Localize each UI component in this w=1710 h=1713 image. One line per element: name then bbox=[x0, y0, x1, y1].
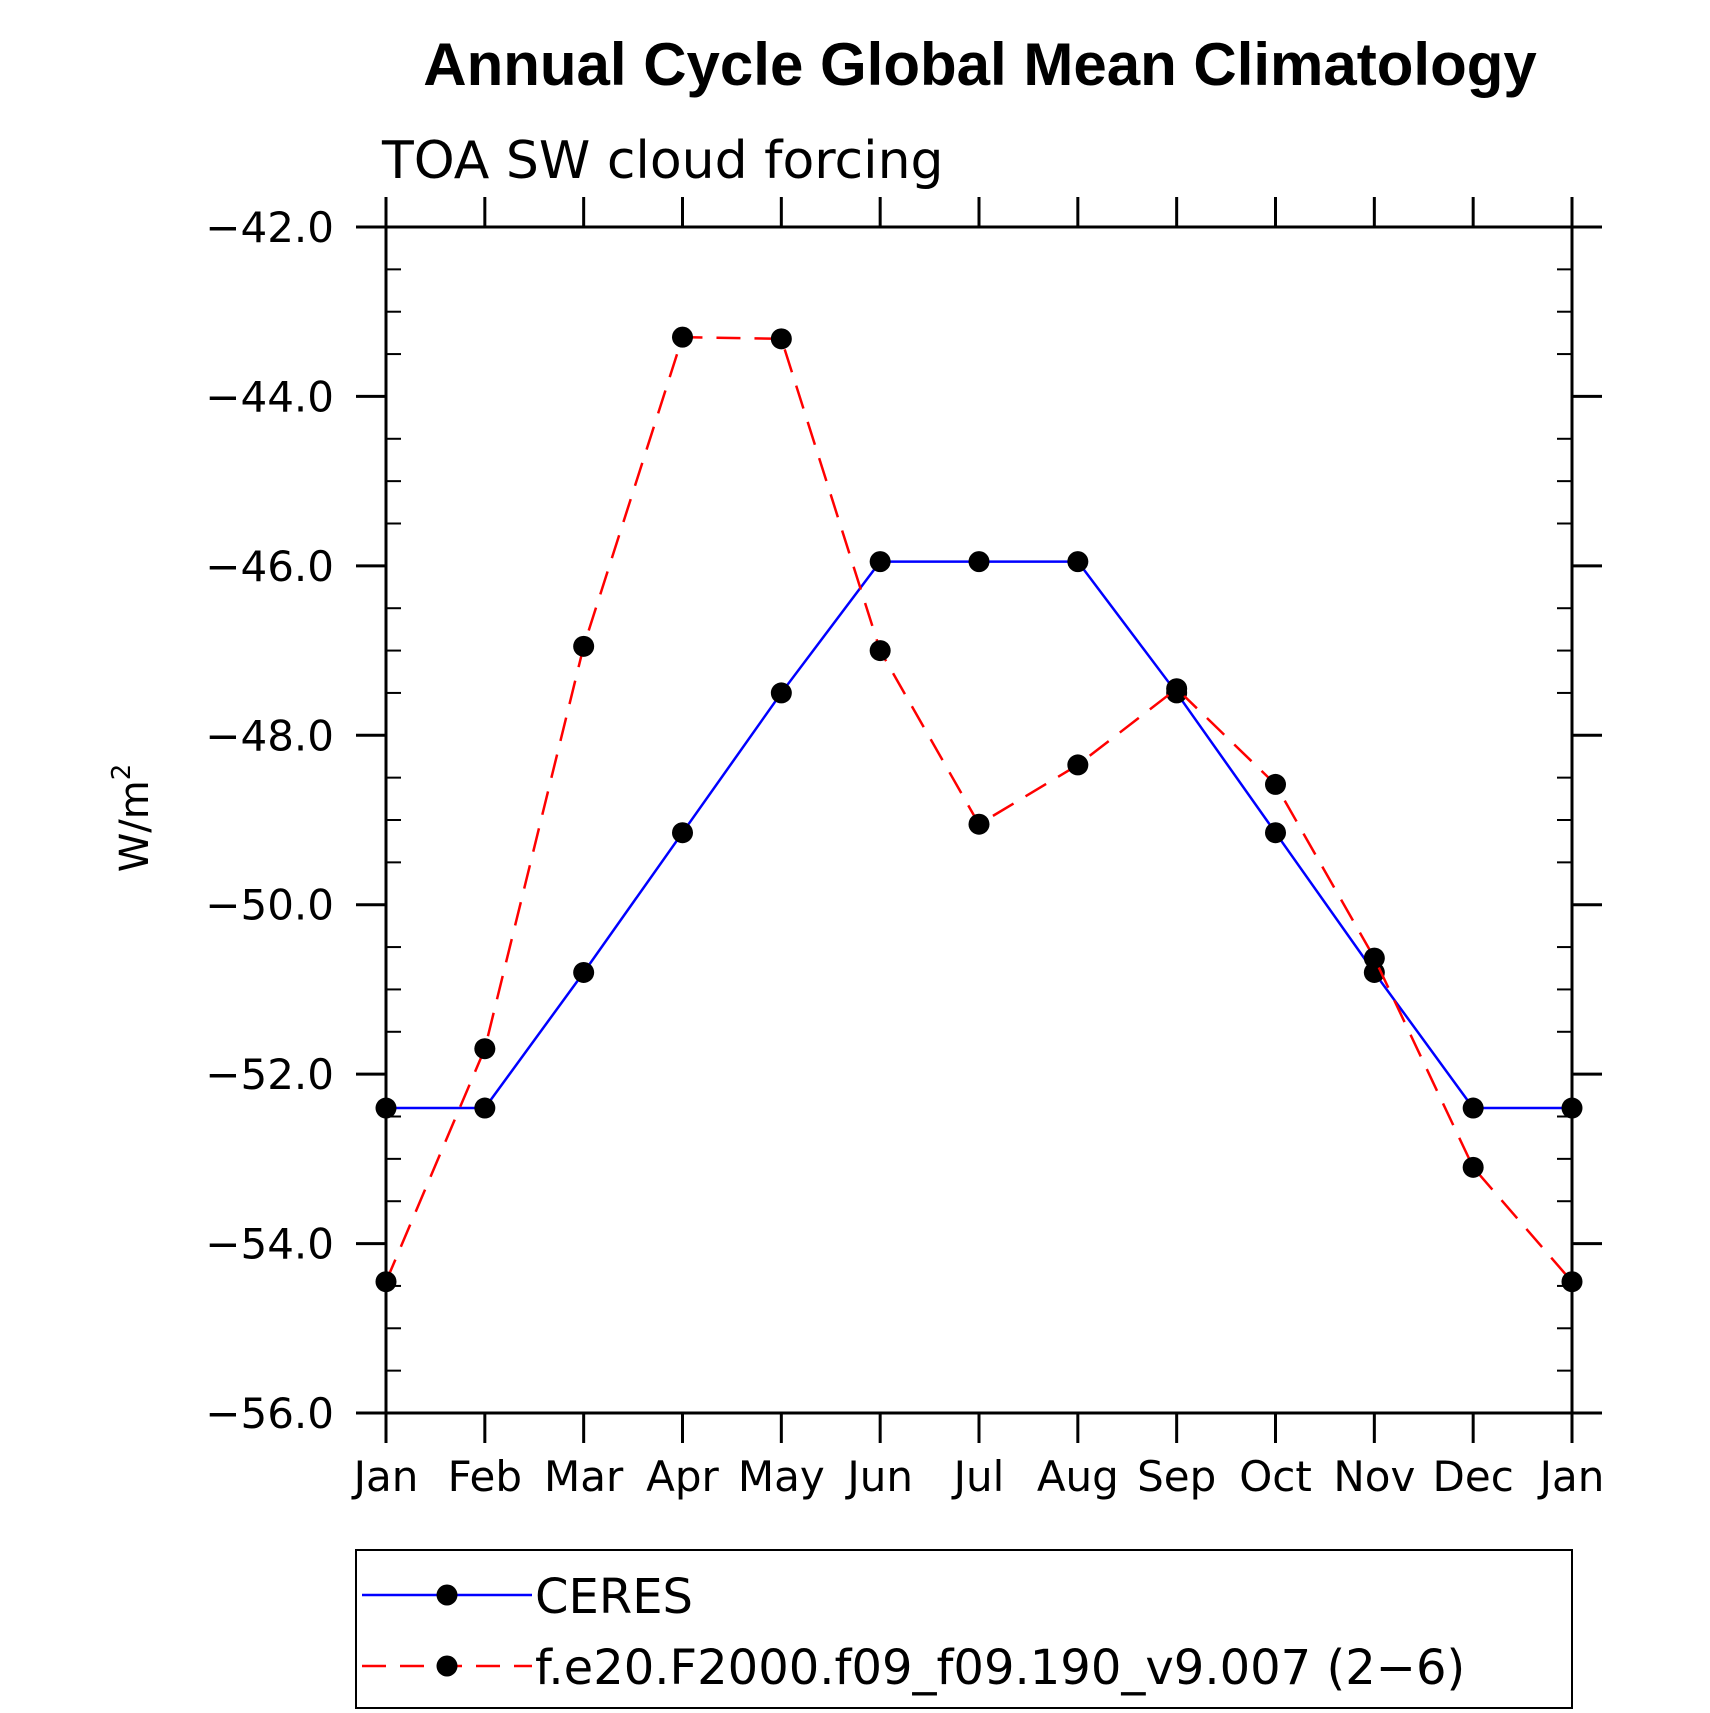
data-point-0 bbox=[1067, 551, 1089, 573]
x-tick-label: Jan bbox=[351, 1452, 419, 1501]
data-point-1 bbox=[375, 1271, 397, 1293]
data-point-0 bbox=[1265, 822, 1286, 844]
plot-axes: Jan Feb Mar Apr May Jun Jul Aug Sep Oct Nov Dec Jan−… bbox=[205, 197, 1604, 1501]
legend-label-0: CERES bbox=[535, 1569, 693, 1625]
data-point-1 bbox=[869, 640, 891, 662]
data-point-1 bbox=[1462, 1156, 1484, 1178]
x-tick-label: Jan bbox=[1537, 1452, 1605, 1501]
data-point-1 bbox=[1265, 773, 1286, 795]
y-tick-label: −50.0 bbox=[205, 881, 334, 930]
y-tick-label: −42.0 bbox=[205, 203, 334, 252]
data-point-0 bbox=[573, 961, 595, 983]
data-point-1 bbox=[672, 326, 693, 348]
data-point-1 bbox=[770, 328, 792, 350]
data-point-0 bbox=[770, 682, 792, 704]
y-axis-label-superscript: 2 bbox=[107, 764, 137, 781]
x-tick-label: Mar bbox=[544, 1452, 624, 1501]
y-tick-label: −46.0 bbox=[205, 542, 334, 591]
x-tick-label: Dec bbox=[1433, 1452, 1514, 1501]
y-tick-label: −54.0 bbox=[205, 1220, 334, 1269]
series-0 bbox=[375, 551, 1583, 1119]
data-point-1 bbox=[474, 1038, 496, 1060]
data-point-1 bbox=[573, 635, 595, 657]
x-tick-label: Jul bbox=[951, 1452, 1005, 1501]
series-line-1 bbox=[384, 335, 1573, 1283]
legend-marker-1 bbox=[436, 1655, 458, 1677]
legend: CERES f.e20.F2000.f09_f09.190_v9.007 (2−6… bbox=[355, 1549, 1573, 1709]
x-tick-label: Apr bbox=[646, 1452, 719, 1501]
data-point-0 bbox=[474, 1097, 496, 1119]
x-tick-label: Jun bbox=[844, 1452, 913, 1501]
chart-title: Annual Cycle Global Mean Climatology bbox=[423, 31, 1537, 98]
data-point-0 bbox=[869, 551, 891, 573]
legend-marker-0 bbox=[436, 1584, 458, 1606]
x-tick-label: Nov bbox=[1333, 1452, 1415, 1501]
data-point-0 bbox=[968, 551, 990, 573]
y-tick-label: −44.0 bbox=[205, 372, 334, 421]
legend-label-1: f.e20.F2000.f09_f09.190_v9.007 (2−6) bbox=[535, 1640, 1465, 1696]
data-point-1 bbox=[968, 813, 990, 835]
x-tick-label: May bbox=[738, 1452, 825, 1501]
data-point-1 bbox=[1561, 1271, 1583, 1293]
data-point-1 bbox=[1363, 947, 1385, 969]
legend-box bbox=[355, 1549, 1573, 1709]
series-1 bbox=[375, 326, 1583, 1293]
series-line-0 bbox=[386, 560, 1572, 1110]
x-tick-label: Oct bbox=[1239, 1452, 1312, 1501]
data-point-0 bbox=[672, 822, 693, 844]
data-point-1 bbox=[1067, 754, 1089, 776]
x-tick-label: Sep bbox=[1137, 1452, 1216, 1501]
data-point-1 bbox=[1166, 678, 1188, 700]
y-tick-label: −52.0 bbox=[205, 1050, 334, 1099]
data-point-0 bbox=[1561, 1097, 1583, 1119]
x-tick-label: Feb bbox=[448, 1452, 522, 1501]
y-axis-label: W/m2 bbox=[107, 764, 158, 873]
y-tick-label: −56.0 bbox=[205, 1389, 334, 1438]
data-point-0 bbox=[1462, 1097, 1484, 1119]
data-point-0 bbox=[375, 1097, 397, 1119]
series-layer bbox=[375, 326, 1583, 1293]
x-tick-label: Aug bbox=[1037, 1452, 1119, 1501]
y-axis-label-text: W/m bbox=[112, 780, 158, 872]
chart-subtitle: TOA SW cloud forcing bbox=[381, 131, 944, 191]
y-tick-label: −48.0 bbox=[205, 711, 334, 760]
